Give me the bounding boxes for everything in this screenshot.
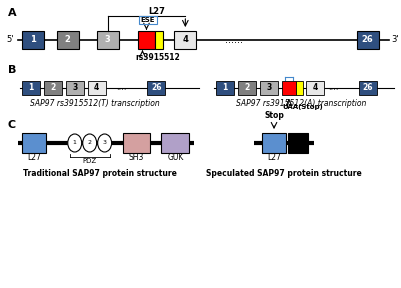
Text: 26: 26 bbox=[363, 84, 373, 92]
Ellipse shape bbox=[98, 134, 111, 152]
Text: 2: 2 bbox=[50, 84, 55, 92]
Text: ESE: ESE bbox=[140, 17, 155, 23]
Text: PDZ: PDZ bbox=[83, 158, 97, 164]
Text: Traditional SAP97 protein structure: Traditional SAP97 protein structure bbox=[23, 168, 176, 177]
Text: 3: 3 bbox=[266, 84, 271, 92]
Text: 1: 1 bbox=[223, 84, 228, 92]
Text: Stop: Stop bbox=[264, 111, 284, 120]
Text: 3: 3 bbox=[72, 84, 77, 92]
FancyBboxPatch shape bbox=[288, 133, 308, 153]
FancyBboxPatch shape bbox=[359, 81, 377, 95]
FancyBboxPatch shape bbox=[162, 133, 189, 153]
FancyBboxPatch shape bbox=[138, 31, 156, 49]
Ellipse shape bbox=[68, 134, 82, 152]
FancyBboxPatch shape bbox=[97, 31, 119, 49]
FancyBboxPatch shape bbox=[296, 81, 303, 95]
Text: Speculated SAP97 protein structure: Speculated SAP97 protein structure bbox=[206, 168, 362, 177]
Text: 1: 1 bbox=[73, 141, 77, 145]
Text: 4: 4 bbox=[94, 84, 99, 92]
FancyBboxPatch shape bbox=[306, 81, 324, 95]
Text: GUK: GUK bbox=[167, 154, 184, 162]
Text: 2: 2 bbox=[88, 141, 92, 145]
Text: ......: ...... bbox=[225, 35, 243, 45]
Text: 3: 3 bbox=[103, 141, 107, 145]
FancyBboxPatch shape bbox=[282, 81, 296, 95]
Text: 3: 3 bbox=[105, 35, 111, 45]
Text: rs3915512: rs3915512 bbox=[135, 52, 180, 62]
Text: 26: 26 bbox=[151, 84, 162, 92]
Text: 3': 3' bbox=[392, 35, 399, 45]
FancyBboxPatch shape bbox=[22, 31, 44, 49]
Text: ....: .... bbox=[328, 84, 339, 92]
FancyBboxPatch shape bbox=[88, 81, 105, 95]
FancyBboxPatch shape bbox=[22, 133, 46, 153]
Text: B: B bbox=[8, 65, 16, 75]
Text: ....: .... bbox=[116, 84, 127, 92]
FancyBboxPatch shape bbox=[44, 81, 62, 95]
Text: 1: 1 bbox=[28, 84, 34, 92]
Text: L27: L27 bbox=[267, 154, 281, 162]
Text: UAA(Stop): UAA(Stop) bbox=[283, 104, 323, 110]
Text: 2: 2 bbox=[65, 35, 71, 45]
Text: 2: 2 bbox=[245, 84, 250, 92]
FancyBboxPatch shape bbox=[148, 81, 165, 95]
Text: L27: L27 bbox=[148, 7, 165, 16]
FancyBboxPatch shape bbox=[156, 31, 164, 49]
FancyBboxPatch shape bbox=[66, 81, 84, 95]
Text: 1: 1 bbox=[30, 35, 36, 45]
FancyBboxPatch shape bbox=[22, 81, 40, 95]
Text: SH3: SH3 bbox=[129, 154, 144, 162]
FancyBboxPatch shape bbox=[57, 31, 79, 49]
FancyBboxPatch shape bbox=[262, 133, 286, 153]
Text: A: A bbox=[8, 8, 16, 18]
Text: L27: L27 bbox=[27, 154, 41, 162]
FancyBboxPatch shape bbox=[357, 31, 379, 49]
FancyBboxPatch shape bbox=[216, 81, 234, 95]
Text: C: C bbox=[8, 120, 16, 130]
FancyBboxPatch shape bbox=[174, 31, 196, 49]
Text: SAP97 rs3915512(T) transcription: SAP97 rs3915512(T) transcription bbox=[30, 99, 160, 109]
Ellipse shape bbox=[83, 134, 97, 152]
Text: 4: 4 bbox=[182, 35, 188, 45]
Text: SAP97 rs3915512(A) transcription: SAP97 rs3915512(A) transcription bbox=[236, 99, 366, 109]
FancyBboxPatch shape bbox=[260, 81, 278, 95]
FancyBboxPatch shape bbox=[123, 133, 150, 153]
FancyBboxPatch shape bbox=[238, 81, 256, 95]
Text: 4: 4 bbox=[312, 84, 318, 92]
Text: 5': 5' bbox=[6, 35, 14, 45]
Text: 26: 26 bbox=[362, 35, 374, 45]
